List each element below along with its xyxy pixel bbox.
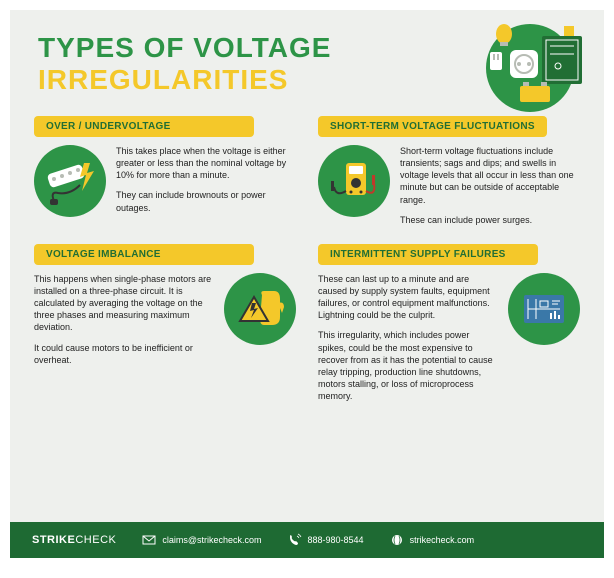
- section-short-term-fluctuations: SHORT-TERM VOLTAGE FLUCTUATIONS Short-te…: [318, 116, 580, 226]
- section-p2: This irregularity, which includes power …: [318, 329, 498, 402]
- section-over-undervoltage: OVER / UNDERVOLTAGE This takes place whe…: [34, 116, 296, 226]
- footer-email: claims@strikecheck.com: [142, 533, 261, 547]
- footer-logo: STRIKECHECK: [32, 534, 116, 546]
- section-tag: OVER / UNDERVOLTAGE: [34, 116, 254, 137]
- section-row: This takes place when the voltage is eit…: [34, 145, 296, 217]
- section-intermittent-failures: INTERMITTENT SUPPLY FAILURES These can l…: [318, 244, 580, 402]
- section-p2: It could cause motors to be inefficient …: [34, 342, 214, 366]
- section-tag: SHORT-TERM VOLTAGE FLUCTUATIONS: [318, 116, 547, 137]
- section-p1: This takes place when the voltage is eit…: [116, 145, 296, 181]
- section-tag: INTERMITTENT SUPPLY FAILURES: [318, 244, 538, 265]
- footer-phone: 888-980-8544: [288, 533, 364, 547]
- mail-icon: [142, 533, 156, 547]
- globe-icon: [390, 533, 404, 547]
- section-row: This happens when single-phase motors ar…: [34, 273, 296, 366]
- section-text: This takes place when the voltage is eit…: [116, 145, 296, 214]
- sections-grid: OVER / UNDERVOLTAGE This takes place whe…: [10, 108, 604, 412]
- section-p1: These can last up to a minute and are ca…: [318, 273, 498, 322]
- section-row: Short-term voltage fluctuations include …: [318, 145, 580, 226]
- footer-phone-text: 888-980-8544: [308, 535, 364, 545]
- footer-web-text: strikecheck.com: [410, 535, 475, 545]
- section-p1: This happens when single-phase motors ar…: [34, 273, 214, 334]
- section-text: Short-term voltage fluctuations include …: [400, 145, 580, 226]
- blueprint-icon: [508, 273, 580, 345]
- power-strip-icon: [34, 145, 106, 217]
- footer-email-text: claims@strikecheck.com: [162, 535, 261, 545]
- section-voltage-imbalance: VOLTAGE IMBALANCE This happens when sing…: [34, 244, 296, 402]
- footer-web: strikecheck.com: [390, 533, 475, 547]
- section-p1: Short-term voltage fluctuations include …: [400, 145, 580, 206]
- logo-bold: STRIKE: [32, 534, 75, 546]
- footer: STRIKECHECK claims@strikecheck.com 888-9…: [10, 522, 604, 558]
- header: TYPES OF VOLTAGE IRREGULARITIES: [10, 10, 604, 108]
- logo-light: CHECK: [75, 534, 116, 546]
- section-p2: They can include brownouts or power outa…: [116, 189, 296, 213]
- section-text: This happens when single-phase motors ar…: [34, 273, 214, 366]
- section-tag: VOLTAGE IMBALANCE: [34, 244, 254, 265]
- section-p2: These can include power surges.: [400, 214, 580, 226]
- hero-illustration: [470, 16, 590, 116]
- section-row: These can last up to a minute and are ca…: [318, 273, 580, 402]
- infographic-card: TYPES OF VOLTAGE IRREGULARITIES: [10, 10, 604, 558]
- gloves-warning-icon: [224, 273, 296, 345]
- section-text: These can last up to a minute and are ca…: [318, 273, 498, 402]
- phone-icon: [288, 533, 302, 547]
- multimeter-icon: [318, 145, 390, 217]
